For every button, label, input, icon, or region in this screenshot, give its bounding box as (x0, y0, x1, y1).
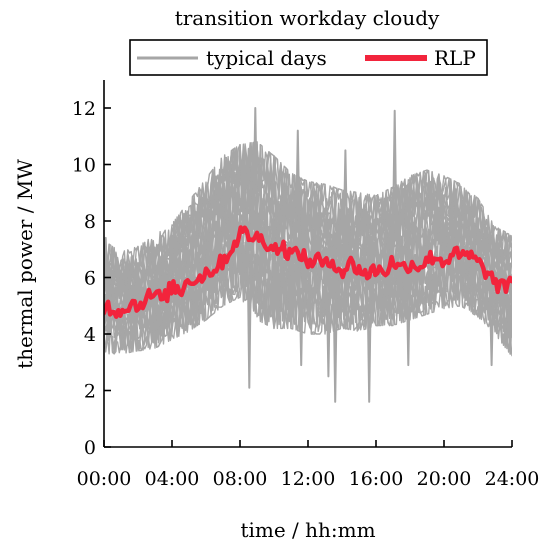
legend-label-rlp: RLP (434, 46, 476, 70)
x-axis-title: time / hh:mm (240, 518, 375, 542)
y-ticks: 0 2 4 6 8 10 12 (72, 98, 111, 459)
y-tick-label: 2 (84, 381, 96, 403)
typical-day-spike (325, 259, 332, 378)
rlp-line (104, 225, 512, 319)
typical-day-spike (252, 107, 259, 230)
typical-day-spike (246, 226, 253, 389)
typical-day-spike (507, 294, 512, 355)
typical-day-spike (366, 261, 373, 403)
typical-day-line (104, 232, 512, 346)
y-tick-label: 10 (72, 155, 96, 177)
x-tick-label: 24:00 (485, 468, 540, 490)
x-tick-label: 12:00 (281, 468, 336, 490)
plot-area (104, 107, 512, 403)
x-ticks: 00:00 04:00 08:00 12:00 16:00 20:00 24:00 (77, 440, 540, 490)
legend-label-typical-days: typical days (206, 46, 327, 70)
axes: 0 2 4 6 8 10 12 00:00 04:00 08:00 12:00 16:00 20:00… (72, 80, 540, 490)
y-tick-label: 4 (84, 324, 96, 346)
typical-day-line (104, 141, 512, 276)
x-tick-label: 16:00 (349, 468, 404, 490)
typical-day-spike (405, 248, 412, 367)
rlp-layer (104, 225, 512, 319)
typical-day-spike (298, 254, 305, 367)
x-tick-label: 04:00 (145, 468, 200, 490)
typical-day-spike (391, 109, 398, 256)
y-tick-label: 8 (84, 211, 96, 233)
legend: typical days RLP (129, 39, 488, 76)
typical-day-spike (342, 149, 349, 260)
typical-day-spike (294, 129, 301, 254)
y-tick-label: 0 (84, 437, 96, 459)
x-tick-label: 00:00 (77, 468, 132, 490)
y-axis-title: thermal power / MW (13, 159, 37, 369)
x-tick-label: 20:00 (417, 468, 472, 490)
typical-day-line (104, 141, 512, 281)
y-tick-label: 6 (84, 268, 96, 290)
typical-day-spike (488, 275, 495, 367)
typical-day-spike (332, 259, 339, 403)
chart-title: transition workday cloudy (175, 6, 440, 30)
x-tick-label: 08:00 (213, 468, 268, 490)
y-tick-label: 12 (72, 98, 96, 120)
